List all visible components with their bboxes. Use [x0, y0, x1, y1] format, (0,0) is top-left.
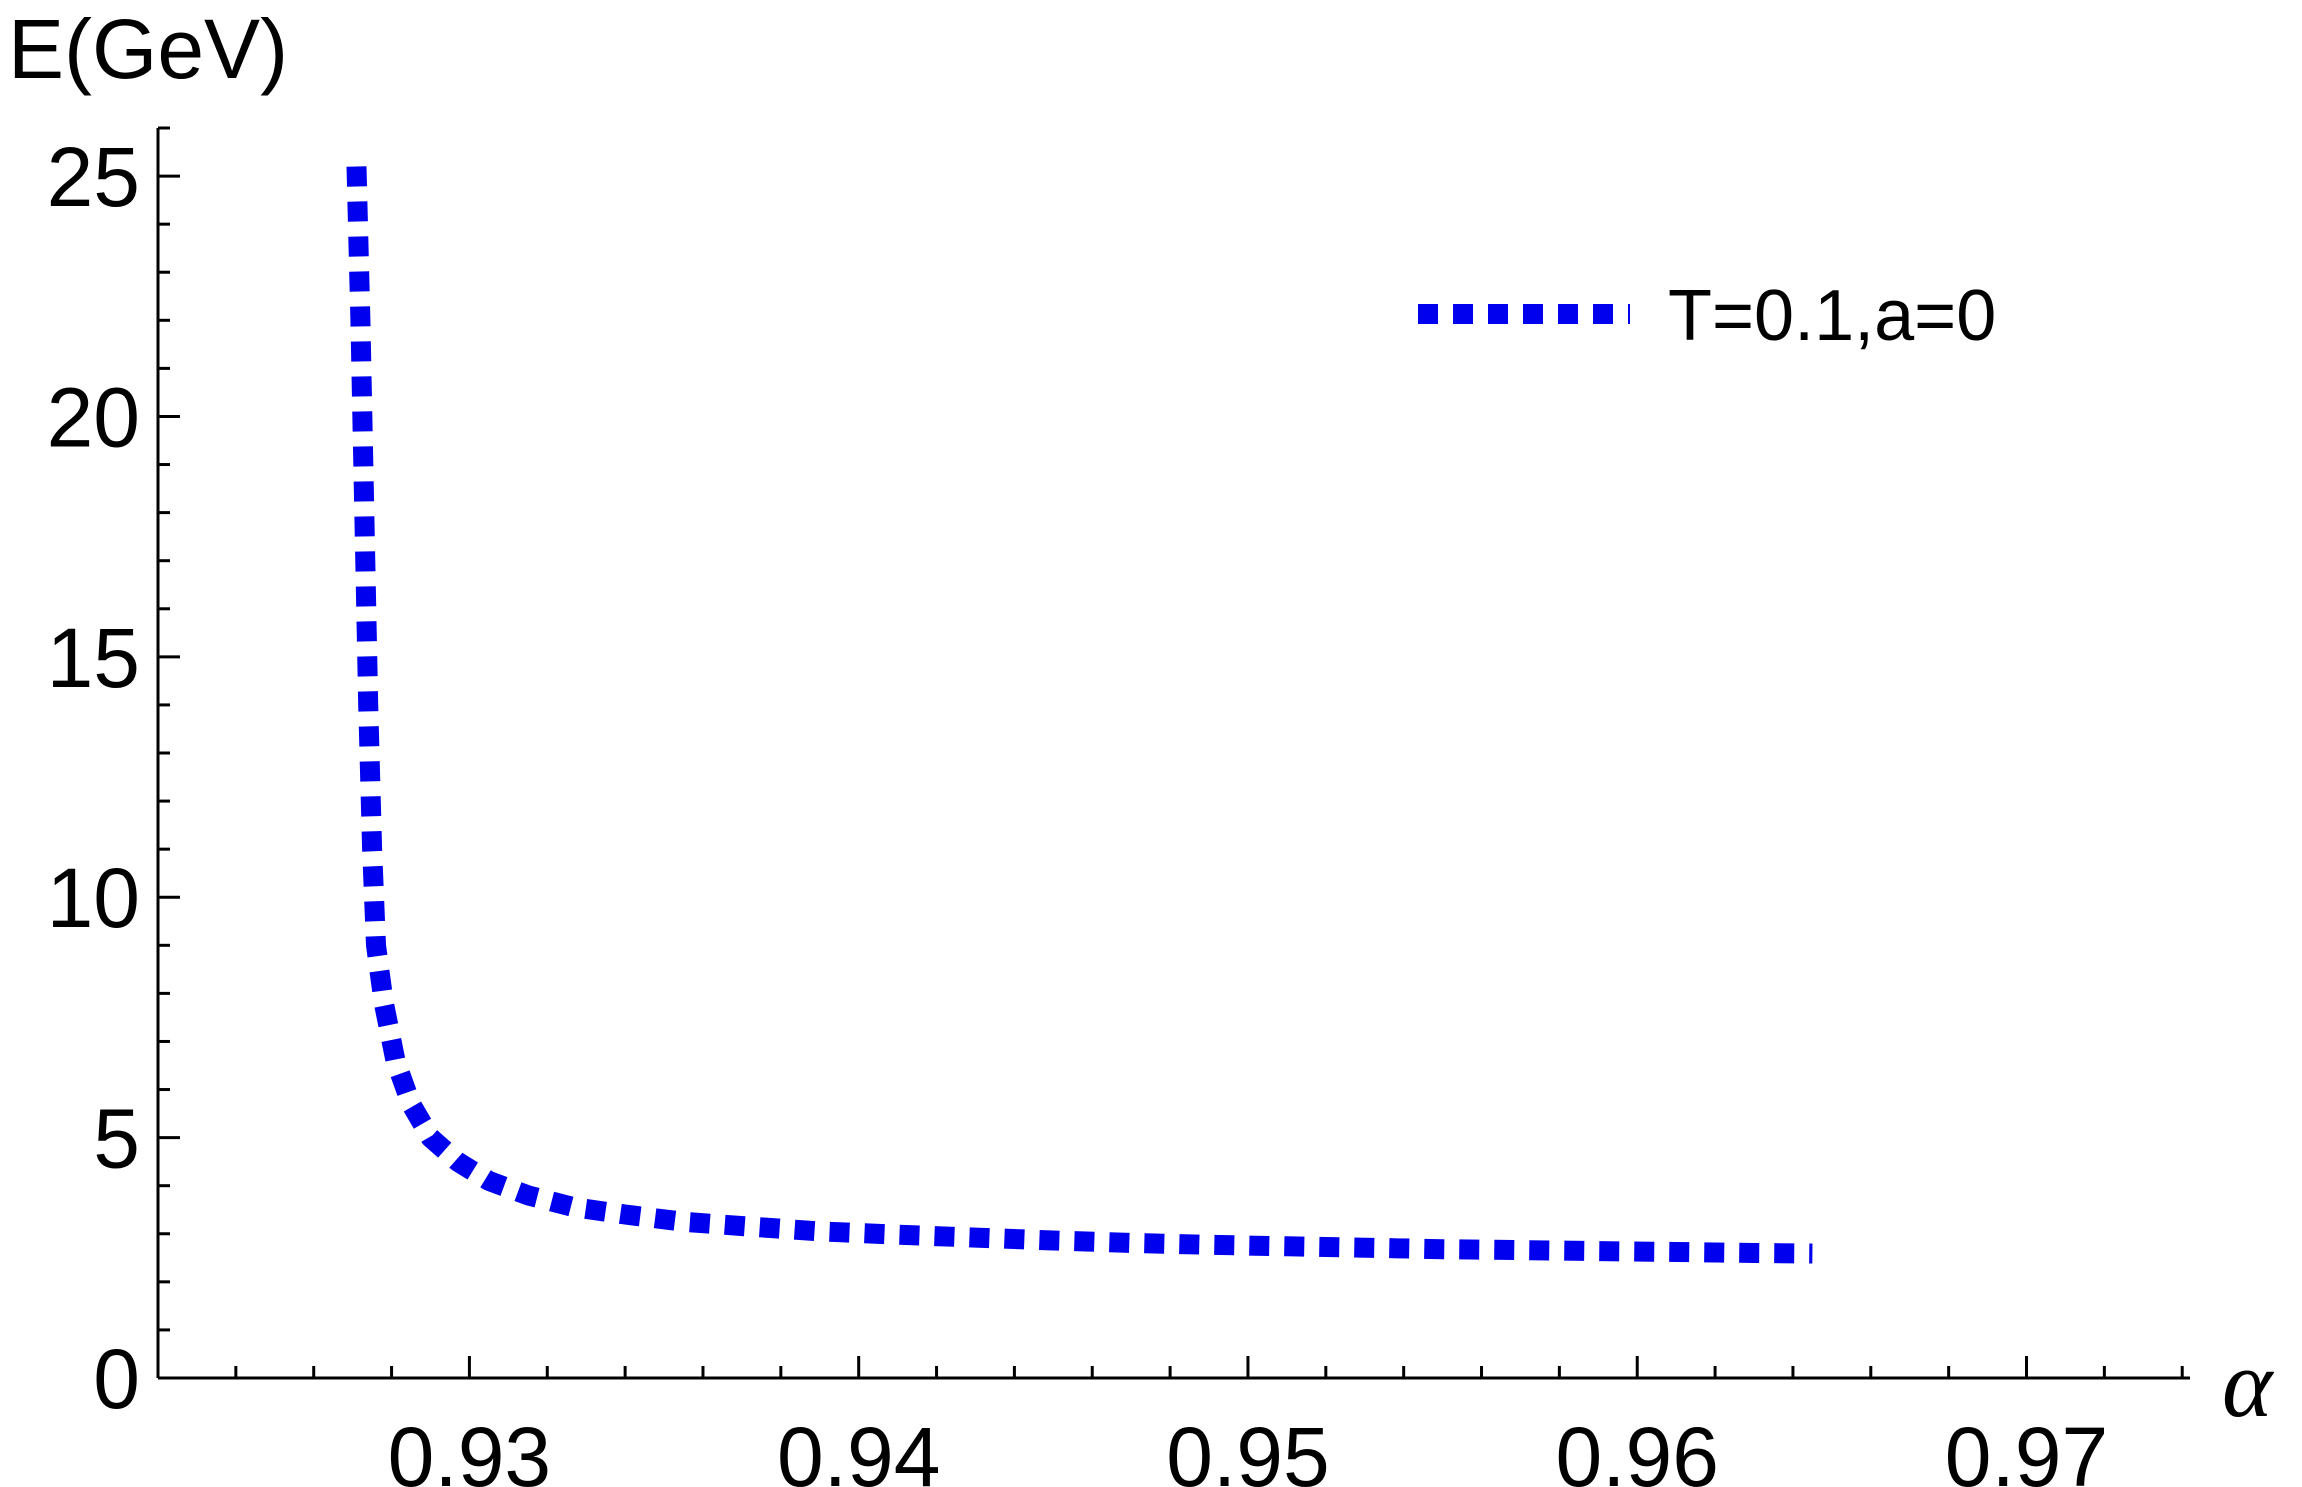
- y-tick-label: 15: [47, 611, 140, 705]
- legend: T=0.1,a=0: [1418, 276, 1996, 356]
- y-tick-label: 25: [47, 130, 140, 224]
- y-tick-label: 0: [93, 1332, 140, 1426]
- y-ticks: 0 5 10 15 20 25: [47, 126, 180, 1426]
- x-tick-label: 0.95: [1166, 1410, 1330, 1487]
- x-ticks: 0.93 0.94 0.95 0.96 0.97: [156, 1356, 2184, 1487]
- series-layer: [346, 166, 1813, 1264]
- x-tick-label: 0.96: [1555, 1410, 1719, 1487]
- y-tick-label: 5: [93, 1092, 140, 1186]
- y-tick-label: 10: [47, 851, 140, 945]
- legend-label: T=0.1,a=0: [1668, 276, 1996, 356]
- series-line: [346, 166, 1813, 1264]
- y-tick-label: 20: [47, 370, 140, 464]
- x-tick-label: 0.93: [388, 1410, 552, 1487]
- x-tick-label: 0.94: [777, 1410, 941, 1487]
- x-tick-label: 0.97: [1945, 1410, 2109, 1487]
- x-axis-title: α: [2222, 1330, 2274, 1437]
- y-axis-title: E(GeV): [8, 2, 288, 96]
